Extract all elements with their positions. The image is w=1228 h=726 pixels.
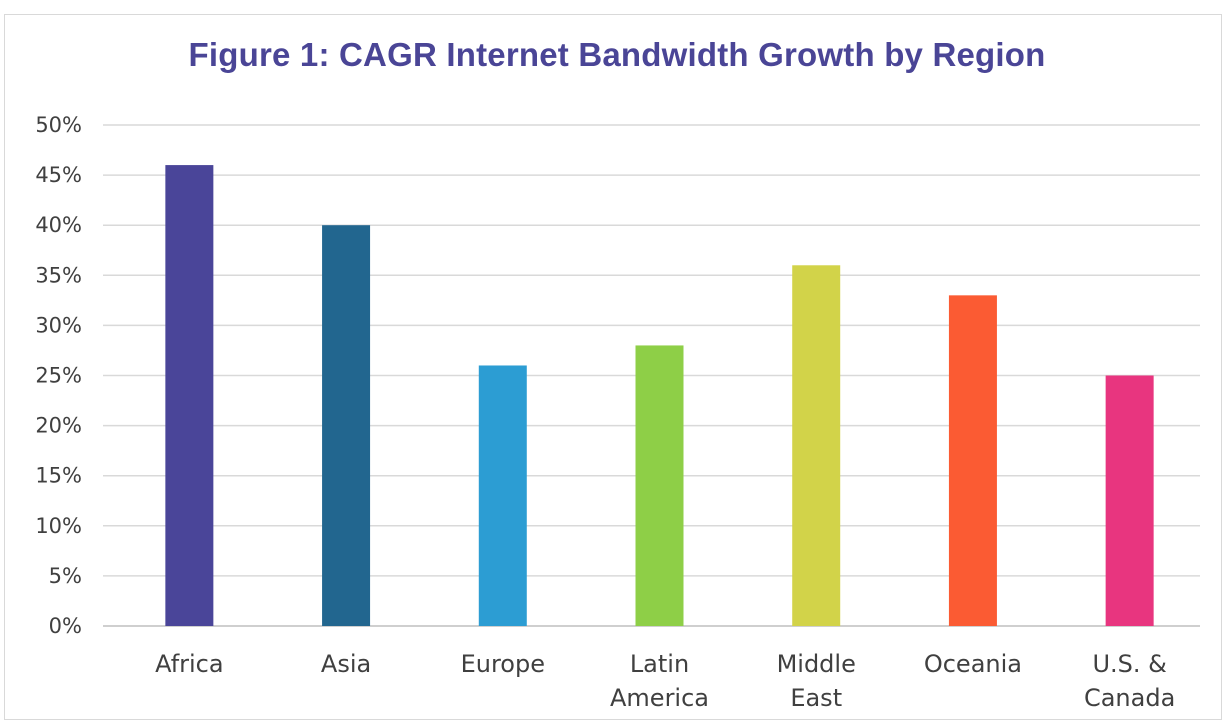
chart-title: Figure 1: CAGR Internet Bandwidth Growth…: [188, 36, 1046, 73]
x-category-label: Latin America: [610, 650, 709, 712]
y-tick-label: 35%: [35, 263, 82, 287]
x-category-label: Asia: [321, 650, 371, 678]
y-tick-label: 40%: [35, 213, 82, 237]
bar: [322, 225, 371, 626]
y-axis-tick-labels: 0% 5% 10% 15% 20% 25% 30% 35% 40% 45% 50%: [35, 113, 82, 638]
y-tick-label: 25%: [35, 364, 82, 388]
bars: [165, 165, 1154, 626]
y-tick-label: 0%: [49, 614, 82, 638]
bar: [1105, 375, 1154, 626]
bar: [478, 365, 527, 626]
y-tick-label: 45%: [35, 163, 82, 187]
bar: [165, 165, 214, 626]
y-tick-label: 30%: [35, 313, 82, 337]
x-category-label: Oceania: [924, 650, 1022, 678]
y-tick-label: 15%: [35, 464, 82, 488]
bar: [635, 345, 684, 626]
bar: [948, 295, 997, 626]
y-tick-label: 20%: [35, 414, 82, 438]
x-category-label: Europe: [461, 650, 545, 678]
y-tick-label: 10%: [35, 514, 82, 538]
y-tick-label: 5%: [49, 564, 82, 588]
x-category-label: U.S. & Canada: [1084, 650, 1175, 712]
x-category-label: Middle East: [777, 650, 856, 712]
y-tick-label: 50%: [35, 113, 82, 137]
x-category-label: Africa: [155, 650, 223, 678]
bar: [792, 265, 841, 626]
x-axis-category-labels: Africa Asia Europe Latin America Middle East Oc…: [155, 650, 1175, 712]
